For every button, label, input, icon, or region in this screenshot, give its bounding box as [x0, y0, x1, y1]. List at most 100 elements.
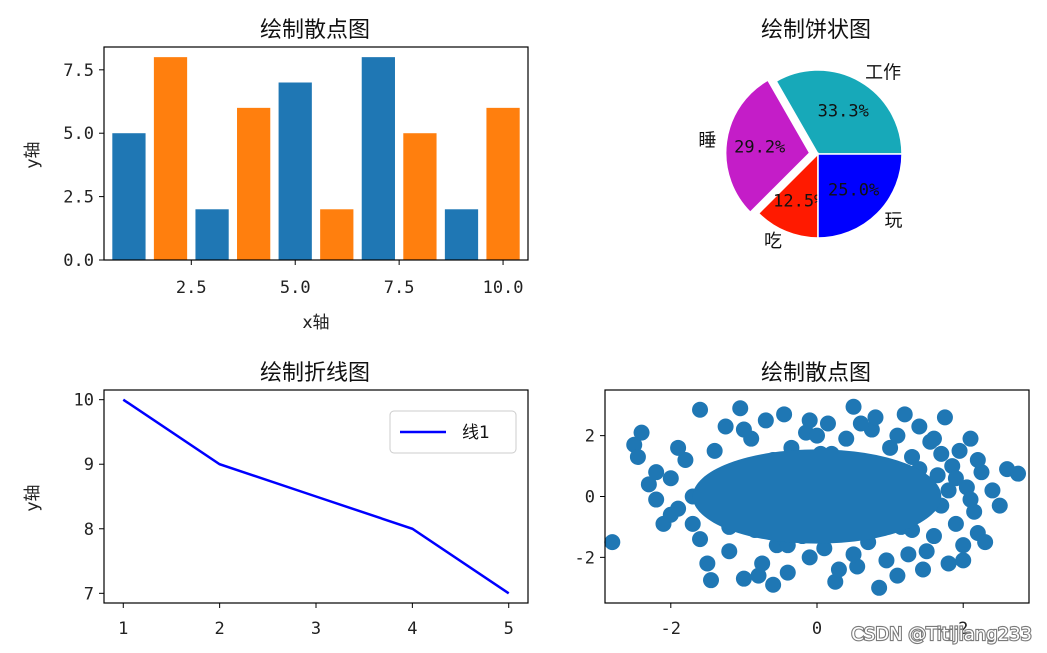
- scatter-point: [819, 415, 836, 432]
- pie-pct-label: 33.3%: [818, 101, 869, 121]
- x-tick-label: 1: [118, 619, 128, 639]
- scatter-point: [699, 555, 716, 572]
- scatter-point: [867, 409, 884, 426]
- pie-label: 吃: [764, 231, 782, 252]
- scatter-point: [692, 531, 709, 548]
- x-tick-label: 10.0: [483, 278, 524, 298]
- scatter-point: [904, 448, 921, 465]
- scatter-point: [721, 543, 738, 560]
- scatter-point: [640, 476, 657, 493]
- y-tick-label: 2: [585, 427, 595, 447]
- bar: [403, 133, 437, 260]
- scatter-point: [962, 430, 979, 447]
- scatter-point: [703, 572, 719, 589]
- bar: [320, 209, 354, 260]
- scatter-point: [889, 427, 906, 444]
- scatter-point: [973, 464, 990, 481]
- scatter-point: [900, 546, 917, 563]
- scatter-point: [933, 445, 950, 462]
- scatter-point: [940, 482, 957, 499]
- scatter-point: [929, 467, 946, 484]
- scatter-point: [1010, 465, 1027, 482]
- bar: [112, 133, 146, 260]
- scatter-point: [662, 470, 679, 487]
- scatter-point: [984, 482, 1001, 499]
- y-tick-label: 7: [84, 584, 94, 604]
- bar-ylabel: y轴: [23, 141, 43, 168]
- scatter-point: [951, 442, 968, 459]
- scatter-point: [977, 534, 994, 551]
- scatter-point: [735, 570, 752, 587]
- bar-subplot: 绘制散点图 2.5 5.0 7.5 10.0 0.0 2.5 5.0 7.5 x轴 y轴: [23, 18, 529, 333]
- pie-slice: [775, 69, 903, 155]
- pie-label: 工作: [865, 63, 901, 84]
- line-marks: [122, 398, 510, 595]
- scatter-point: [969, 451, 986, 468]
- y-tick-label: 7.5: [63, 61, 94, 81]
- y-tick-label: 0.0: [63, 251, 94, 271]
- scatter-point: [944, 458, 961, 475]
- scatter-ticks: -2 0 2 -2 0 2: [575, 427, 969, 639]
- x-tick-label: 3: [311, 619, 321, 639]
- line-subplot: 绘制折线图 1 2 3 4 5 7 8 9 10 y轴 线1: [23, 361, 529, 639]
- scatter-point: [849, 558, 866, 575]
- scatter-point: [925, 430, 942, 447]
- pie-slice: [724, 79, 811, 214]
- scatter-point: [918, 543, 935, 560]
- scatter-point: [779, 564, 796, 581]
- x-tick-label: 2: [215, 619, 225, 639]
- line-legend: 线1: [389, 410, 517, 454]
- pie-label: 玩: [885, 211, 903, 232]
- legend-box: [389, 410, 517, 454]
- scatter-point: [871, 579, 888, 596]
- y-tick-label: 9: [84, 455, 94, 475]
- scatter-point: [717, 418, 734, 435]
- x-tick-label: 2: [958, 619, 968, 639]
- pie-label: 睡: [698, 131, 716, 152]
- scatter-point: [801, 549, 818, 566]
- pie-pct-label: 12.5%: [773, 192, 824, 212]
- scatter-point: [955, 537, 972, 554]
- scatter-point: [878, 552, 895, 569]
- bar: [237, 107, 271, 260]
- y-tick-label: 0: [585, 488, 595, 508]
- pie-pct-label: 25.0%: [828, 181, 879, 201]
- line-title: 绘制折线图: [260, 361, 370, 386]
- scatter-point: [670, 439, 687, 456]
- x-tick-label: -2: [661, 619, 681, 639]
- line-ylabel: y轴: [23, 484, 43, 511]
- scatter-subplot: 绘制散点图 -2 0 2 -2 0 2: [575, 361, 1030, 639]
- scatter-point: [830, 561, 847, 578]
- scatter-point: [845, 546, 862, 563]
- scatter-point: [750, 567, 767, 584]
- scatter-point: [732, 400, 749, 417]
- pie-marks: 工作 33.3% 睡 29.2% 吃 12.5% 玩 25.0%: [698, 63, 903, 252]
- scatter-point: [604, 534, 621, 551]
- scatter-point: [765, 576, 782, 593]
- scatter-point: [947, 470, 964, 487]
- scatter-point: [966, 503, 983, 520]
- scatter-dense-core: [692, 449, 942, 544]
- scatter-point: [925, 528, 942, 545]
- bar: [278, 82, 312, 260]
- scatter-point: [816, 540, 833, 557]
- scatter-point: [915, 561, 931, 578]
- watermark: CSDN @Titijiang233: [851, 624, 1032, 645]
- scatter-point: [940, 555, 957, 572]
- bar-axes-frame: [103, 46, 529, 261]
- pie-slice: [757, 152, 819, 239]
- x-tick-label: 0: [812, 619, 822, 639]
- scatter-point: [882, 439, 899, 456]
- line-series: [122, 398, 510, 595]
- y-tick-label: 5.0: [63, 124, 94, 144]
- scatter-point: [692, 401, 709, 418]
- scatter-point: [662, 506, 679, 523]
- scatter-point: [809, 427, 825, 444]
- x-tick-label: 2.5: [176, 278, 207, 298]
- scatter-point: [684, 515, 701, 532]
- scatter-point: [838, 430, 855, 447]
- scatter-point: [648, 491, 665, 508]
- pie-title: 绘制饼状图: [761, 18, 871, 43]
- scatter-point: [845, 398, 862, 415]
- bar-marks: [112, 57, 520, 261]
